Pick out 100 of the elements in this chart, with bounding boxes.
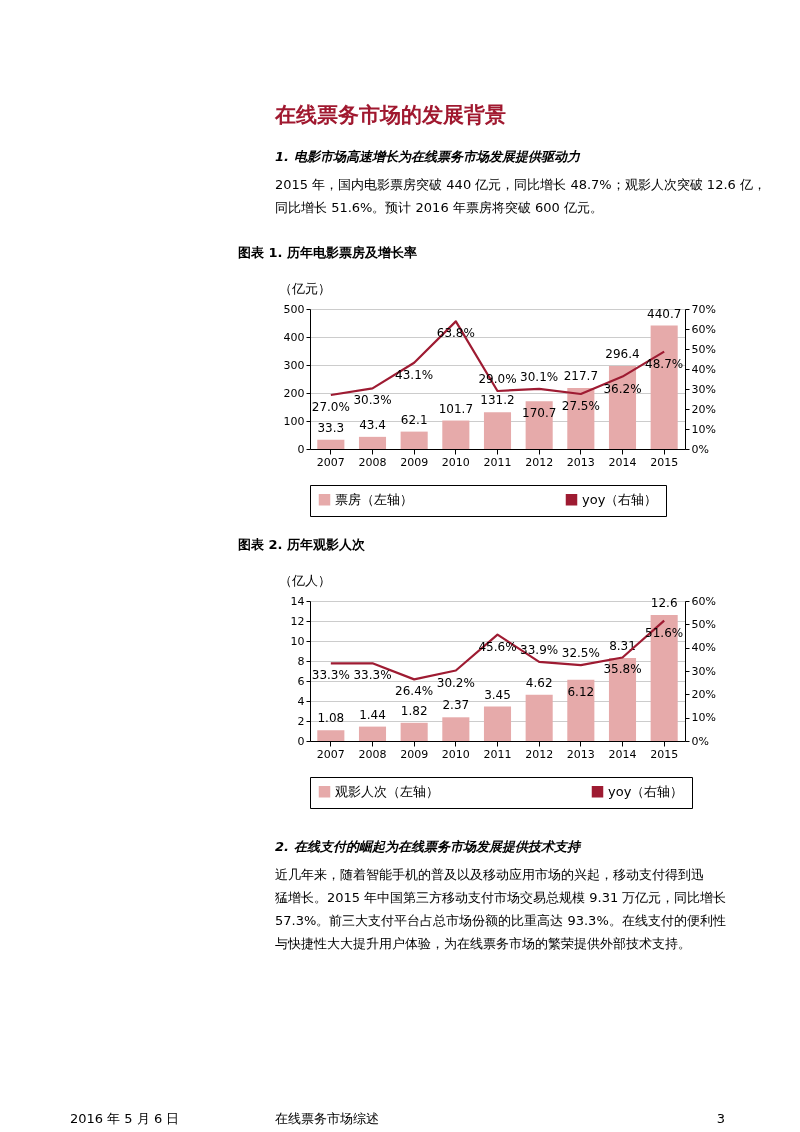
data-label: 8.31 [609,638,636,653]
y-tick-label: 0 [297,442,305,456]
data-label: 2.37 [442,698,470,713]
y-axis-title: （亿元） [278,280,331,296]
y-tick-label: 400 [283,330,305,344]
y-tick-label: 200 [283,386,305,400]
legend-label: 观影人次（左轴） [335,783,439,799]
bar [483,412,512,449]
y2-tick-label: 50% [691,617,716,631]
bar [442,420,470,449]
data-label: 26.4% [395,684,434,699]
data-label: 1.82 [400,703,428,718]
text: 同比增长 51.6%。预计 2016 年票房将突破 600 亿元。 [275,200,603,215]
data-label: 30.3% [353,393,392,408]
y2-tick-label: 40% [691,641,716,655]
data-label: 440.7 [646,306,682,321]
data-label: 170.7 [521,406,557,421]
data-label: 1.44 [359,707,386,722]
x-tick-label: 2013 [566,747,595,761]
y-tick-label: 300 [283,358,305,372]
y2-tick-label: 60% [691,594,716,608]
text: 1. 电影市场高速增长为在线票务市场发展提供驱动力 [275,149,581,164]
data-label: 12.6 [650,596,678,610]
bar [400,722,428,741]
y2-tick-label: 0% [691,442,709,456]
data-label: 33.3 [317,420,345,435]
text: 近几年来，随着智能手机的普及以及移动应用市场的兴起，移动支付得到迅 [275,867,704,882]
data-label: 131.2 [480,393,515,408]
y-tick-label: 500 [283,302,305,316]
x-tick-label: 2007 [316,747,345,761]
text: 在线票务市场的发展背景 [274,103,506,127]
x-tick-label: 2012 [525,747,554,761]
data-label: 33.3% [353,668,392,683]
data-label: 33.3% [311,668,350,683]
chart-title: 图表 1. 历年电影票房及增长率 [238,245,418,260]
x-tick-label: 2014 [608,455,637,469]
x-tick-label: 2009 [400,455,429,469]
bar [567,679,595,741]
y2-tick-label: 30% [691,664,716,678]
x-tick-label: 2011 [483,455,512,469]
bar [400,431,428,449]
text: 2015 年，国内电影票房突破 440 亿元，同比增长 48.7%；观影人次突破 12.6 亿， [275,177,766,192]
data-label: 33.9% [520,642,559,657]
bar [483,706,512,741]
data-label: 35.8% [603,662,642,677]
data-label: 43.4 [359,417,386,432]
bar [358,726,387,741]
y2-tick-label: 30% [691,382,716,396]
y-tick-label: 14 [290,594,305,608]
y2-tick-label: 10% [691,422,716,436]
x-tick-label: 2009 [400,747,429,761]
y2-tick-label: 20% [691,402,716,416]
data-label: 3.45 [484,687,511,702]
text: 猛增长。2015 年中国第三方移动支付市场交易总规模 9.31 万亿元，同比增长 [275,890,727,905]
text: 在线票务市场综述 [275,1111,379,1126]
y-tick-label: 2 [297,714,305,728]
legend-label: yoy（右轴） [608,783,684,799]
x-tick-label: 2015 [650,455,679,469]
x-tick-label: 2013 [566,455,595,469]
y-tick-label: 10 [290,634,305,648]
data-label: 36.2% [603,381,642,396]
data-label: 27.0% [311,400,350,414]
data-label: 4.62 [525,675,553,690]
x-tick-label: 2012 [525,455,554,469]
x-tick-label: 2008 [358,747,387,761]
legend-label: 票房（左轴） [335,491,413,507]
text: 57.3%。前三大支付平台占总市场份额的比重高达 93.3%。在线支付的便利性 [275,913,726,928]
text: 3 [716,1111,725,1126]
y2-tick-label: 70% [691,302,716,316]
y2-tick-label: 0% [691,734,709,748]
y2-tick-label: 60% [691,322,716,336]
y2-tick-label: 40% [691,362,716,376]
x-tick-label: 2010 [441,747,470,761]
y-tick-label: 4 [297,694,305,708]
data-label: 30.1% [520,369,559,384]
x-tick-label: 2010 [441,455,470,469]
text: 与快捷性大大提升用户体验，为在线票务市场的繁荣提供外部技术支持。 [275,936,691,951]
y2-tick-label: 50% [691,342,716,356]
y-tick-label: 6 [297,674,305,688]
data-label: 296.4 [605,347,640,362]
bar [317,439,345,449]
chart-title: 图表 2. 历年观影人次 [238,537,367,552]
data-label: 43.1% [395,367,434,382]
y-tick-label: 8 [297,654,305,668]
x-tick-label: 2011 [483,747,512,761]
y2-tick-label: 10% [691,711,716,725]
x-tick-label: 2007 [316,455,345,469]
y-tick-label: 100 [283,414,305,428]
bar [442,717,470,741]
bar [358,436,387,449]
bar [317,730,345,741]
legend-label: yoy（右轴） [582,491,658,507]
x-tick-label: 2015 [650,747,679,761]
text: 2016 年 5 月 6 日 [70,1111,180,1126]
x-tick-label: 2008 [358,455,387,469]
x-tick-label: 2014 [608,747,637,761]
data-label: 27.5% [561,399,600,413]
data-label: 1.08 [317,711,345,726]
data-label: 217.7 [563,369,599,384]
data-label: 48.7% [645,356,684,371]
